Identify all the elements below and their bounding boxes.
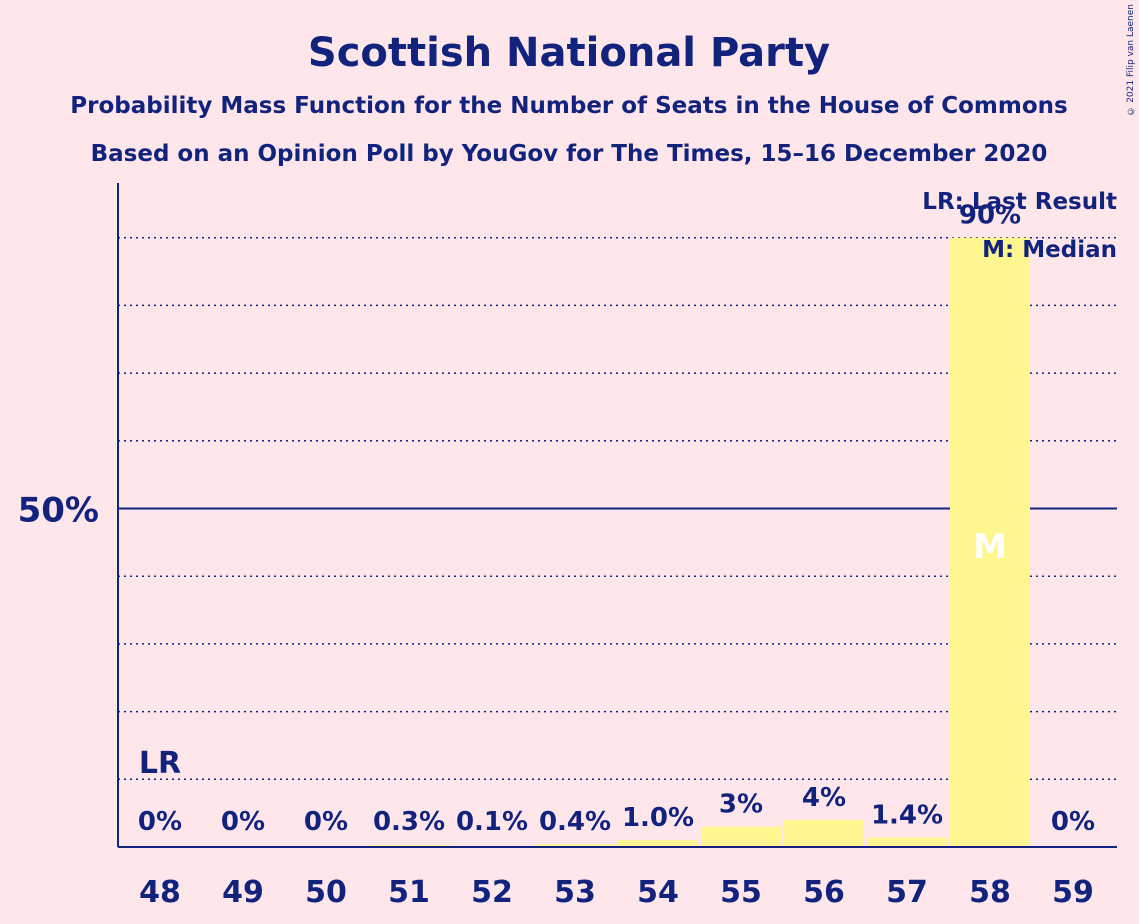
bar-55: [701, 826, 781, 847]
value-label-51: 0.3%: [373, 807, 445, 837]
chart-title: Scottish National Party: [308, 30, 830, 76]
x-tick-label-57: 57: [886, 875, 928, 910]
value-label-57: 1.4%: [871, 801, 943, 831]
legend-last-result: LR: Last Result: [922, 189, 1117, 215]
x-tick-label-53: 53: [554, 875, 596, 910]
x-tick-label-58: 58: [969, 875, 1011, 910]
value-label-56: 4%: [802, 783, 846, 813]
x-tick-label-50: 50: [305, 875, 347, 910]
x-tick-label-52: 52: [471, 875, 513, 910]
value-label-49: 0%: [221, 807, 265, 837]
value-label-53: 0.4%: [539, 807, 611, 837]
value-label-50: 0%: [304, 807, 348, 837]
x-tick-label-48: 48: [139, 875, 181, 910]
value-label-59: 0%: [1051, 807, 1095, 837]
median-marker: M: [973, 527, 1007, 567]
x-tick-label-55: 55: [720, 875, 762, 910]
chart-subtitle-2: Based on an Opinion Poll by YouGov for T…: [91, 141, 1048, 167]
x-tick-label-51: 51: [388, 875, 430, 910]
last-result-marker: LR: [139, 746, 181, 781]
copyright-note: © 2021 Filip van Laenen: [1126, 4, 1136, 116]
x-tick-label-49: 49: [222, 875, 264, 910]
bar-51: [369, 844, 449, 847]
y-tick-label: 50%: [18, 491, 99, 531]
x-tick-label-56: 56: [803, 875, 845, 910]
x-tick-label-54: 54: [637, 875, 679, 910]
bar-58-overlay: [950, 507, 1030, 511]
bar-58: [950, 237, 1030, 847]
plot-area: 50% 48 0% LR 49 0% 50 0% 51 0.3% 52 0.1% 53 0.4% 54 1.0…: [18, 183, 1117, 910]
x-tick-label-59: 59: [1052, 875, 1094, 910]
bar-54: [618, 840, 698, 847]
value-label-52: 0.1%: [456, 807, 528, 837]
legend-median: M: Median: [982, 237, 1117, 263]
bar-57: [867, 837, 947, 847]
value-label-58: 90%: [959, 201, 1021, 231]
bar-56: [784, 819, 864, 847]
value-label-55: 3%: [719, 790, 763, 820]
value-label-54: 1.0%: [622, 803, 694, 833]
value-label-48: 0%: [138, 807, 182, 837]
chart-subtitle: Probability Mass Function for the Number…: [70, 93, 1067, 119]
bar-53: [535, 844, 615, 847]
